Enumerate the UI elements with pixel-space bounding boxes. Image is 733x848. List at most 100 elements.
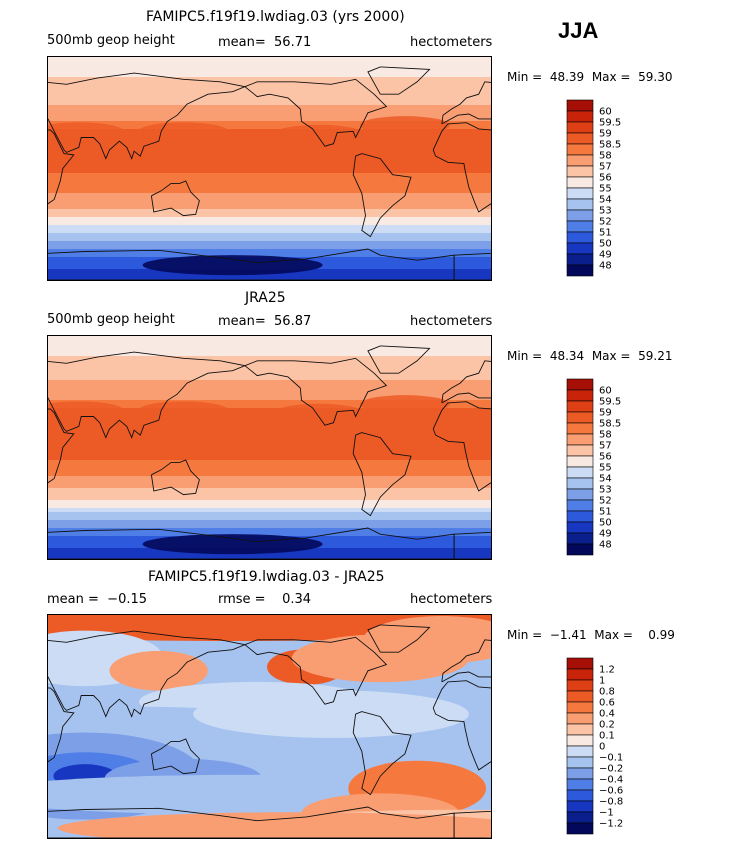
colorbar-swatch: [566, 154, 594, 167]
field-band: [48, 133, 491, 138]
field-band: [48, 556, 491, 559]
field-band: [48, 209, 491, 214]
field-band: [48, 253, 491, 258]
colorbar-tick-label: 59.5: [599, 397, 621, 408]
coastline: [150, 180, 200, 217]
colorbar-swatch: [566, 411, 594, 424]
colorbar-tick-label: 59: [599, 408, 612, 419]
field-high-core: [138, 401, 229, 420]
field-band: [48, 145, 491, 150]
map-panel-obs: [47, 335, 492, 560]
field-anomaly: [193, 690, 469, 738]
colorbar-diff: 1.2 1 0.8 0.6 0.4 0.2 0.1 0 −0.1 −0.2 −0.4 −0.6 −0.8…: [566, 657, 647, 835]
colorbar-tick-label: 57: [599, 441, 612, 452]
field-anomaly: [109, 650, 208, 691]
field-band: [48, 101, 491, 106]
field-high-core: [273, 403, 364, 422]
field-band: [48, 392, 491, 397]
colorbar-swatch: [566, 466, 594, 479]
colorbar-tick-label: 0: [599, 742, 605, 753]
field-band: [48, 364, 491, 369]
coastline: [352, 432, 412, 517]
field-band: [48, 273, 491, 278]
field-band: [48, 121, 491, 126]
colorbar-swatch: [566, 800, 594, 813]
colorbar-swatch: [566, 488, 594, 501]
colorbar-tick-label: 48: [599, 540, 612, 551]
colorbar-model: 60 59.5 59 58.5 58 57 56 55 54 53 52 51 50 49 48: [566, 99, 647, 277]
field-band: [48, 237, 491, 242]
field-band: [48, 137, 491, 142]
field-band: [48, 472, 491, 477]
colorbar-swatch: [566, 264, 594, 277]
field-band: [48, 384, 491, 389]
colorbar-tick-label: 60: [599, 386, 612, 397]
field-band: [48, 185, 491, 190]
field-band: [48, 456, 491, 461]
colorbar-tick-label: 50: [599, 239, 612, 250]
panel-units-model: hectometers: [410, 35, 493, 50]
colorbar-swatch: [566, 811, 594, 824]
field-band: [48, 117, 491, 122]
field-band: [48, 464, 491, 469]
field-band: [48, 412, 491, 417]
colorbar-swatch: [566, 455, 594, 468]
map-model-svg: [48, 57, 491, 280]
field-band: [48, 153, 491, 158]
field-band: [48, 396, 491, 401]
field-band: [48, 524, 491, 529]
field-band: [48, 420, 491, 425]
field-band: [48, 229, 491, 234]
panel-rmse-diff: rmse = 0.34: [218, 592, 311, 607]
colorbar-tick-label: −0.8: [599, 797, 623, 808]
min-label: Min =: [507, 628, 543, 642]
panel-minmax-diff: Min = −1.41 Max = 0.99: [507, 628, 675, 642]
map-obs-svg: [48, 336, 491, 559]
field-high-core: [48, 122, 124, 141]
colorbar-tick-label: 55: [599, 184, 612, 195]
field-band: [48, 197, 491, 202]
colorbar-swatch: [566, 657, 594, 670]
field-band: [48, 400, 491, 405]
mean-value: −0.15: [107, 592, 148, 607]
field-band: [48, 77, 491, 82]
max-label: Max =: [591, 349, 631, 363]
colorbar-tick-label: 48: [599, 261, 612, 272]
field-band: [48, 552, 491, 557]
colorbar-tick-label: 59: [599, 129, 612, 140]
field-band: [48, 109, 491, 114]
field-band: [48, 81, 491, 86]
coastline: [48, 72, 247, 160]
colorbar-swatch: [566, 668, 594, 681]
field-band: [48, 424, 491, 429]
colorbar-swatch: [566, 477, 594, 490]
field-band: [48, 73, 491, 78]
colorbar-swatch: [566, 712, 594, 725]
field-band: [48, 165, 491, 170]
coastline: [48, 527, 455, 559]
colorbar-tick-label: −0.6: [599, 786, 623, 797]
field-high-core: [359, 395, 450, 414]
field-band: [48, 225, 491, 230]
panel-mean-diff: mean = −0.15: [47, 592, 147, 607]
panel-variable-label-model: 500mb geop height: [47, 33, 175, 48]
colorbar-swatch: [566, 532, 594, 545]
field-band: [48, 217, 491, 222]
field-band: [48, 161, 491, 166]
coastline: [367, 66, 431, 95]
panel-title-diff: FAMIPC5.f19f19.lwdiag.03 - JRA25: [148, 569, 385, 585]
field-band: [48, 177, 491, 182]
field-band: [48, 193, 491, 198]
colorbar-tick-label: 53: [599, 485, 612, 496]
mean-value: 56.87: [274, 314, 312, 329]
colorbar-tick-label: 0.6: [599, 698, 615, 709]
colorbar-swatch: [566, 253, 594, 266]
colorbar-swatch: [566, 778, 594, 791]
colorbar-swatch: [566, 734, 594, 747]
field-band: [48, 173, 491, 178]
field-band: [48, 380, 491, 385]
colorbar-swatch: [566, 543, 594, 556]
rmse-label: rmse =: [218, 592, 266, 607]
field-band: [48, 500, 491, 505]
min-value: 48.39: [549, 70, 585, 84]
